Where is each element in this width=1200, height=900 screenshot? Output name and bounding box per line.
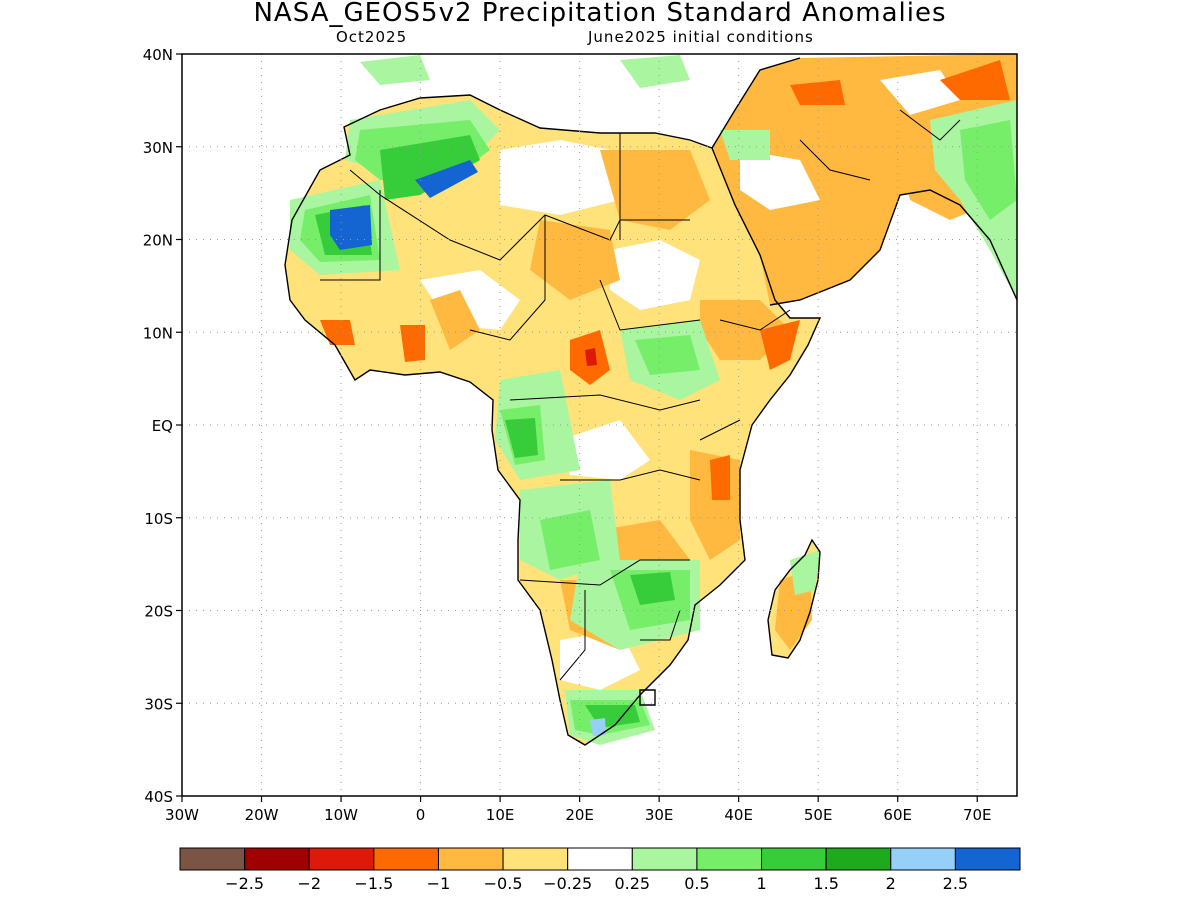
colorbar-swatch [761, 847, 827, 871]
lon-tick-label: 50E [804, 806, 833, 824]
init-conditions-label: June2025 initial conditions [588, 28, 814, 46]
colorbar-label: 0.5 [684, 874, 709, 893]
colorbar-label: −1 [427, 874, 451, 893]
lat-tick-label: 40N [143, 46, 173, 64]
lat-tick-label: 20S [144, 603, 173, 621]
lon-tick-label: 20E [565, 806, 594, 824]
chart-title: NASA_GEOS5v2 Precipitation Standard Anom… [253, 0, 947, 28]
lat-tick-label: 40S [144, 788, 173, 806]
colorbar-swatch [567, 847, 633, 871]
colorbar-swatch [825, 847, 892, 871]
colorbar-swatch [954, 847, 1021, 871]
lat-tick-label: EQ [152, 417, 173, 435]
lon-tick-label: 30W [165, 806, 199, 824]
colorbar-label: −0.25 [543, 874, 592, 893]
colorbar-label: 0.25 [614, 874, 650, 893]
colorbar-swatch [631, 847, 698, 871]
lon-tick-label: 10W [324, 806, 358, 824]
colorbar-swatch [502, 847, 569, 871]
lat-tick-label: 30N [143, 139, 173, 157]
anomaly-field [285, 54, 1017, 745]
lat-tick-label: 10N [143, 324, 173, 342]
lat-tick-label: 10S [144, 510, 173, 528]
colorbar-swatch [179, 847, 246, 871]
lon-tick-label: 0 [416, 806, 426, 824]
lon-tick-label: 70E [963, 806, 992, 824]
colorbar-label: −2 [297, 874, 321, 893]
lat-tick-label: 20N [143, 232, 173, 250]
lon-ticks: 30W 20W 10W 0 10E 20E 30E 40E 50E 60E 70E [165, 796, 992, 824]
colorbar-label: 1.5 [813, 874, 838, 893]
colorbar-label: −2.5 [225, 874, 264, 893]
lon-tick-label: 40E [724, 806, 753, 824]
colorbar-label: 2 [886, 874, 896, 893]
colorbar-swatch [308, 847, 375, 871]
colorbar-swatch [696, 847, 763, 871]
colorbar-swatch [890, 847, 956, 871]
colorbar-label: −1.5 [354, 874, 393, 893]
forecast-month-label: Oct2025 [336, 28, 408, 46]
colorbar-label: 1 [756, 874, 766, 893]
colorbar: −2.5 −2 −1.5 −1 −0.5 −0.25 0.25 0.5 1 1.5 2 2.5 [179, 847, 1021, 893]
country-borders [320, 109, 961, 681]
colorbar-label: 2.5 [943, 874, 968, 893]
colorbar-swatch [437, 847, 504, 871]
colorbar-label: −0.5 [484, 874, 523, 893]
coastlines [284, 57, 1017, 746]
colorbar-swatch [244, 847, 310, 871]
lon-tick-label: 10E [486, 806, 515, 824]
colorbar-swatch [373, 847, 439, 871]
lat-ticks: 40N 30N 20N 10N EQ 10S 20S 30S 40S [143, 46, 182, 806]
lat-tick-label: 30S [144, 695, 173, 713]
lon-tick-label: 30E [645, 806, 674, 824]
lon-tick-label: 60E [883, 806, 912, 824]
lon-tick-label: 20W [245, 806, 279, 824]
